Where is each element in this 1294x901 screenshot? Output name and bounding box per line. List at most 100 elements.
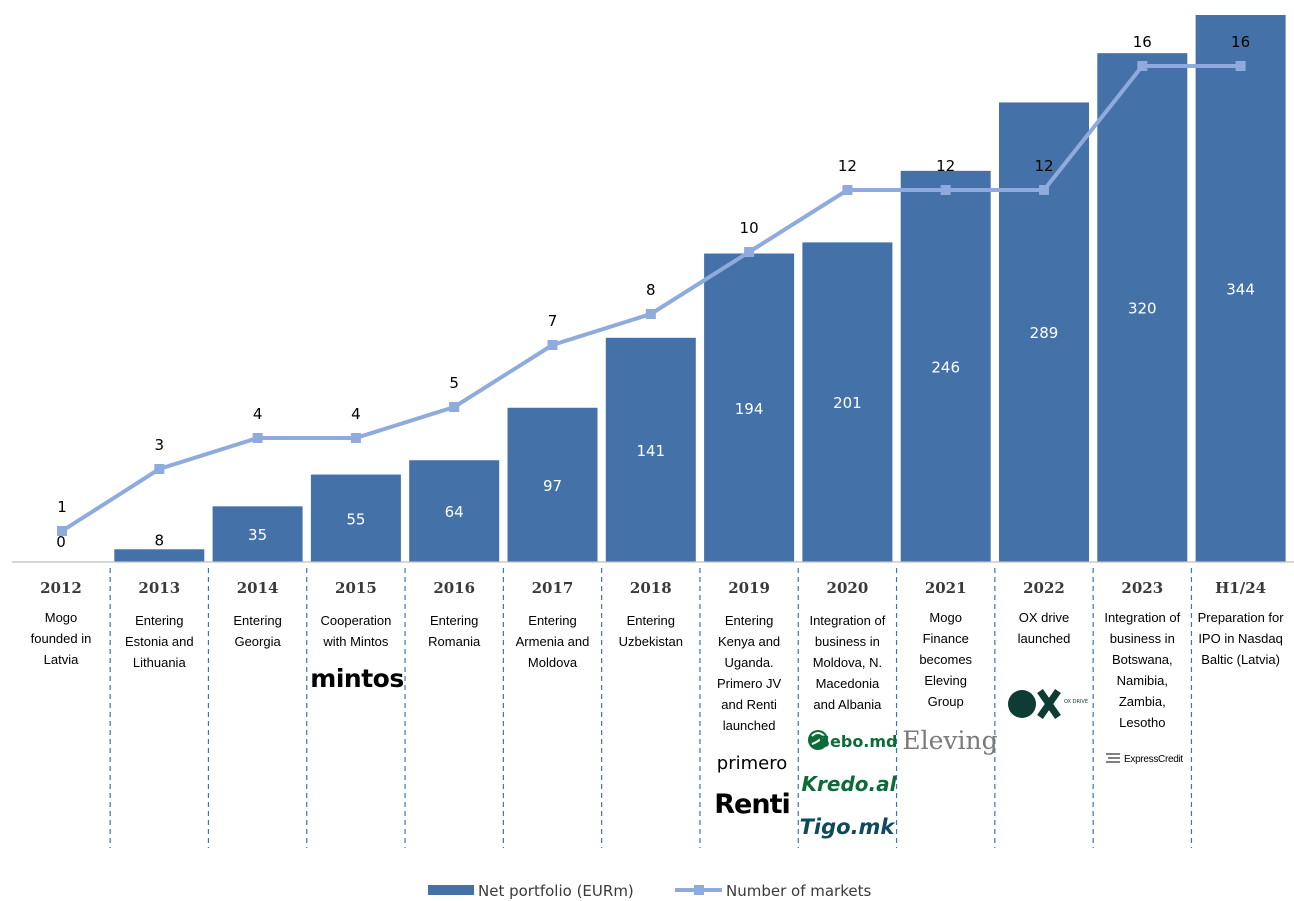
year-label: 2021 [925, 579, 967, 597]
bar-value-label: 35 [248, 526, 267, 544]
markets-point [1137, 61, 1148, 71]
milestone-text-line: Kenya and [718, 634, 780, 649]
milestone-text-line: Entering [233, 613, 281, 628]
milestone-text-line: Mogo [929, 610, 962, 625]
markets-value-label: 10 [740, 219, 759, 237]
milestone-text-line: Botswana, [1112, 652, 1173, 667]
bar-2014 [212, 506, 303, 562]
year-label: 2019 [728, 579, 770, 597]
bar-2019 [704, 253, 795, 562]
bar-2018 [605, 337, 696, 562]
year-label: 2018 [630, 579, 672, 597]
milestone-text-line: Armenia and [516, 634, 590, 649]
markets-point [57, 526, 67, 536]
milestone-text-line: Eleving [924, 673, 967, 688]
year-label: H1/24 [1215, 579, 1266, 597]
milestone-descriptions: Mogo founded in Latvia Entering Estonia and L… [31, 610, 1285, 733]
milestone-text-line: Cooperation [320, 613, 391, 628]
milestone-text-line: business in [815, 634, 880, 649]
bar-2020 [802, 242, 893, 562]
milestone-text-line: Preparation for [1198, 610, 1285, 625]
markets-point [1235, 61, 1246, 71]
milestone-text-line: Integration of [1104, 610, 1180, 625]
ox-drive-small-text: OX DRIVE [1064, 699, 1088, 705]
milestone-text-line: Moldova [528, 655, 578, 670]
expresscredit-lines-icon [1106, 753, 1120, 763]
milestone-text-line: Entering [627, 613, 675, 628]
markets-value-label: 1 [57, 498, 67, 516]
milestone-text-line: IPO in Nasdaq [1198, 631, 1283, 646]
expresscredit-logo-text: ExpressCredit [1124, 754, 1183, 765]
markets-value-label: 7 [548, 312, 558, 330]
bar-2015 [310, 474, 401, 562]
bar-2023 [1097, 53, 1188, 563]
milestone-text-line: Baltic (Latvia) [1201, 652, 1280, 667]
markets-point [252, 433, 263, 443]
bar-series [114, 15, 1286, 563]
milestone-text-line: Uzbekistan [619, 634, 683, 649]
markets-value-label: 5 [449, 374, 459, 392]
milestone-text-line: with Mintos [322, 634, 389, 649]
milestone-text-line: Georgia [234, 634, 281, 649]
markets-value-label: 12 [936, 157, 955, 175]
bar-2016 [409, 460, 500, 562]
bar-value-label: 289 [1030, 324, 1059, 342]
bar-value-label: 201 [833, 394, 862, 412]
markets-value-label: 3 [155, 436, 165, 454]
legend-bar-swatch [428, 885, 474, 895]
markets-value-label: 16 [1231, 33, 1250, 51]
milestone-text-line: Uganda. [725, 655, 774, 670]
milestone-text-line: Entering [725, 613, 773, 628]
milestone-text-line: Moldova, N. [813, 655, 882, 670]
markets-point [744, 247, 755, 257]
markets-value-label: 12 [1034, 157, 1053, 175]
column-dividers [109, 568, 1193, 848]
legend: Net portfolio (EURm) Number of markets [428, 882, 871, 900]
milestone-text-line: launched [723, 718, 776, 733]
year-label: 2022 [1023, 579, 1065, 597]
year-label: 2017 [532, 579, 574, 597]
bar-value-label: 246 [931, 358, 960, 376]
legend-line-marker [694, 885, 704, 895]
milestone-text-line: Macedonia [816, 676, 880, 691]
markets-point [1039, 185, 1049, 195]
ox-x-icon [1037, 689, 1061, 719]
bar-value-label: 141 [636, 442, 665, 460]
markets-value-label: 4 [253, 405, 263, 423]
tigo-logo: Tigo.mk [800, 815, 897, 839]
markets-point [940, 185, 951, 195]
eleving-logo: Eleving [902, 726, 997, 755]
bar-value-label: 97 [543, 477, 562, 495]
renti-logo: Renti [714, 789, 790, 820]
markets-value-label: 8 [646, 281, 656, 299]
legend-bar-label: Net portfolio (EURm) [478, 882, 634, 900]
markets-point [350, 433, 361, 443]
milestone-text-line: Lesotho [1119, 715, 1165, 730]
year-label: 2015 [335, 579, 377, 597]
milestone-text-line: Primero JV [717, 676, 782, 691]
milestone-text-line: becomes [919, 652, 972, 667]
year-labels: 2012 2013 2014 2015 2016 2017 2018 2019 2020 2021… [40, 579, 1266, 597]
bar-2017 [507, 407, 598, 562]
expresscredit-logo: ExpressCredit [1106, 753, 1184, 765]
year-label: 2023 [1121, 579, 1163, 597]
year-label: 2013 [138, 579, 180, 597]
bar-value-label: 0 [56, 533, 66, 551]
bar-2022 [999, 102, 1089, 563]
markets-value-label: 12 [838, 157, 857, 175]
markets-point [154, 464, 165, 474]
milestone-text-line: Entering [528, 613, 576, 628]
milestone-text-line: Entering [430, 613, 478, 628]
bar-value-label: 194 [735, 400, 764, 418]
bar-value-label: 8 [155, 531, 165, 549]
milestone-text-line: Zambia, [1119, 694, 1166, 709]
milestone-text-line: founded in [31, 631, 92, 646]
year-label: 2012 [40, 579, 82, 597]
milestone-text-line: business in [1110, 631, 1175, 646]
partner-logos: mintos primero Renti Sebo.md Kredo.al Ti… [310, 664, 1183, 839]
bar-H1/24 [1195, 15, 1286, 562]
year-label: 2014 [237, 579, 279, 597]
mintos-logo: mintos [310, 664, 403, 693]
